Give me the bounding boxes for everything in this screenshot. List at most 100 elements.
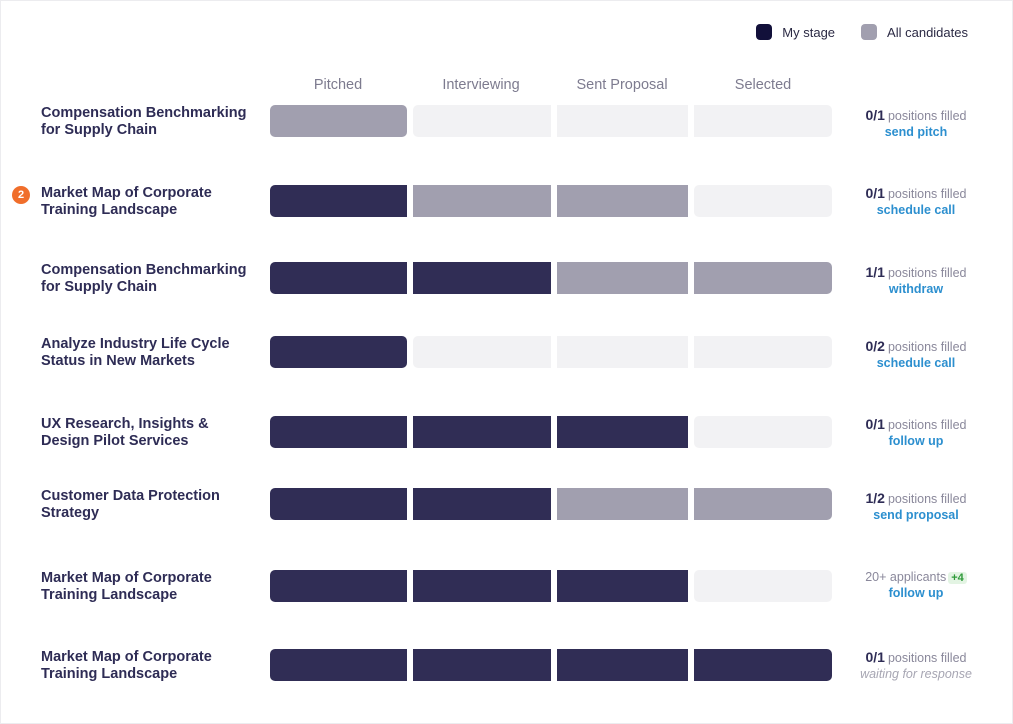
project-title-line: Design Pilot Services (41, 433, 189, 449)
all-candidates-swatch (861, 24, 878, 40)
legend: My stage All candidates (756, 24, 968, 40)
project-title-line: Compensation Benchmarking (41, 105, 247, 121)
stage-bar-selected (694, 185, 832, 217)
stage-bar-interviewing (413, 416, 551, 448)
project-title-line: Training Landscape (41, 666, 178, 682)
status-cell: 0/2 positions filled schedule call (841, 338, 991, 370)
project-row: Customer Data Protection Strategy 1/2 posit… (1, 488, 1013, 522)
stage-bar-interviewing (413, 488, 551, 520)
status-cell: 1/2 positions filled send proposal (841, 490, 991, 522)
project-title-line: UX Research, Insights & (41, 416, 209, 432)
positions-filled-count: 0/1 (865, 185, 885, 201)
stage-bar-sent-proposal (557, 336, 688, 368)
project-title-line: Training Landscape (41, 587, 178, 603)
project-title-line: Customer Data Protection (41, 488, 220, 504)
positions-status: 1/1 positions filled (841, 264, 991, 280)
project-row: UX Research, Insights & Design Pilot Serv… (1, 416, 1013, 450)
stage-bar-pitched (270, 416, 407, 448)
stage-bar-pitched (270, 105, 407, 137)
positions-filled-count: 0/2 (865, 338, 885, 354)
action-link[interactable]: schedule call (876, 356, 956, 370)
stage-bar-interviewing (413, 649, 551, 681)
stage-bar-selected (694, 570, 832, 602)
project-title-line: Market Map of Corporate (41, 649, 212, 665)
project-row: Compensation Benchmarking for Supply Chai… (1, 262, 1013, 296)
project-title-line: Status in New Markets (41, 353, 195, 369)
positions-filled-count: 0/1 (865, 416, 885, 432)
stage-bar-pitched (270, 649, 407, 681)
stage-bar-interviewing (413, 105, 551, 137)
positions-filled-label: positions filled (887, 492, 967, 506)
stage-bar-interviewing (413, 336, 551, 368)
project-title-line: Strategy (41, 505, 100, 521)
stage-bar-pitched (270, 488, 407, 520)
column-header-pitched: Pitched (313, 77, 363, 93)
project-row: Compensation Benchmarking for Supply Chai… (1, 105, 1013, 139)
project-title-line: Compensation Benchmarking (41, 262, 247, 278)
action-link[interactable]: follow up (888, 434, 944, 448)
status-cell: 0/1 positions filled follow up (841, 416, 991, 448)
positions-status: 0/1 positions filled (841, 649, 991, 665)
stage-bar-sent-proposal (557, 105, 688, 137)
action-link[interactable]: withdraw (888, 282, 944, 296)
stage-bar-selected (694, 649, 832, 681)
stage-bar-interviewing (413, 570, 551, 602)
column-header-interviewing: Interviewing (442, 77, 520, 93)
status-cell: 0/1 positions filled waiting for response (841, 649, 991, 681)
stage-bar-selected (694, 336, 832, 368)
positions-status: 20+ applicants +4 (841, 570, 991, 584)
project-title[interactable]: Market Map of Corporate Training Landscap… (41, 649, 256, 683)
stage-bar-sent-proposal (557, 649, 688, 681)
project-title-line: Market Map of Corporate (41, 185, 212, 201)
stage-bar-interviewing (413, 262, 551, 294)
stage-bar-sent-proposal (557, 488, 688, 520)
project-row: Analyze Industry Life Cycle Status in New… (1, 336, 1013, 370)
stage-bar-pitched (270, 185, 407, 217)
project-title[interactable]: Analyze Industry Life Cycle Status in New… (41, 336, 256, 370)
legend-my-stage: My stage (756, 24, 835, 40)
stage-bar-selected (694, 416, 832, 448)
project-title-line: Market Map of Corporate (41, 570, 212, 586)
stage-bar-pitched (270, 336, 407, 368)
stage-bar-sent-proposal (557, 416, 688, 448)
stage-bar-sent-proposal (557, 262, 688, 294)
stage-bar-selected (694, 105, 832, 137)
stage-bar-pitched (270, 570, 407, 602)
project-title-line: for Supply Chain (41, 122, 157, 138)
action-link[interactable]: send proposal (873, 508, 959, 522)
project-row: 2 Market Map of Corporate Training Landsca… (1, 185, 1013, 219)
my-stage-swatch (756, 24, 773, 40)
project-title[interactable]: Compensation Benchmarking for Supply Chai… (41, 262, 256, 296)
project-title-line: Analyze Industry Life Cycle (41, 336, 230, 352)
project-title[interactable]: Customer Data Protection Strategy (41, 488, 256, 522)
positions-filled-count: 0/1 (865, 107, 885, 123)
project-title[interactable]: Market Map of Corporate Training Landscap… (41, 570, 256, 604)
positions-status: 0/1 positions filled (841, 416, 991, 432)
notification-badge: 2 (12, 186, 30, 204)
positions-filled-label: positions filled (887, 340, 967, 354)
legend-all-candidates: All candidates (861, 24, 968, 40)
positions-filled-count: 0/1 (865, 649, 885, 665)
status-cell: 1/1 positions filled withdraw (841, 264, 991, 296)
legend-all-candidates-label: All candidates (887, 24, 968, 40)
project-title-line: Training Landscape (41, 202, 178, 218)
action-link[interactable]: schedule call (876, 203, 956, 217)
action-link[interactable]: send pitch (884, 125, 948, 139)
positions-filled-label: positions filled (887, 418, 967, 432)
positions-status: 0/2 positions filled (841, 338, 991, 354)
column-header-selected: Selected (734, 77, 792, 93)
waiting-status: waiting for response (860, 667, 972, 681)
stage-bar-pitched (270, 262, 407, 294)
positions-filled-label: positions filled (887, 109, 967, 123)
positions-status: 0/1 positions filled (841, 185, 991, 201)
project-title[interactable]: UX Research, Insights & Design Pilot Serv… (41, 416, 256, 450)
action-link[interactable]: follow up (888, 586, 944, 600)
legend-my-stage-label: My stage (782, 24, 836, 40)
new-applicants-badge: +4 (948, 572, 967, 584)
project-row: Market Map of Corporate Training Landscap… (1, 570, 1013, 604)
status-cell: 0/1 positions filled schedule call (841, 185, 991, 217)
project-title[interactable]: Market Map of Corporate Training Landscap… (41, 185, 256, 219)
project-title[interactable]: Compensation Benchmarking for Supply Chai… (41, 105, 256, 139)
positions-filled-label: positions filled (887, 651, 967, 665)
